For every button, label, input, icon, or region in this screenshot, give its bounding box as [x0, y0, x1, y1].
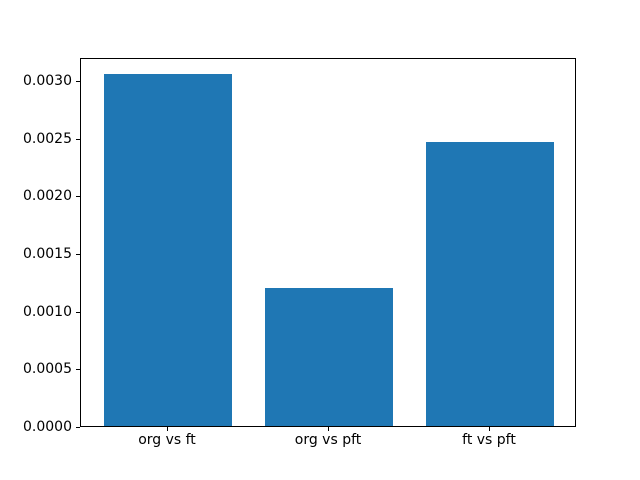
x-tick-label: ft vs pft [462, 432, 516, 448]
y-tick-label: 0.0025 [23, 130, 72, 147]
bar-org-vs-ft [103, 74, 233, 426]
bar-org-vs-pft [264, 287, 394, 426]
y-tick-mark [76, 196, 80, 198]
y-tick-mark [76, 311, 80, 313]
y-tick-label: 0.0020 [23, 188, 72, 205]
y-tick-label: 0.0015 [23, 246, 72, 262]
y-tick-mark [76, 369, 80, 371]
bar-ft-vs-pft [425, 142, 555, 426]
x-tick-mark [328, 427, 329, 431]
y-tick-mark [76, 138, 80, 140]
y-tick-mark [76, 427, 80, 428]
y-tick-label: 0.0010 [23, 303, 72, 320]
y-tick-mark [76, 81, 80, 83]
y-tick-label: 0.0000 [23, 419, 72, 435]
y-tick-label: 0.0005 [23, 361, 72, 378]
x-tick-mark [489, 427, 490, 431]
x-tick-label: org vs pft [294, 432, 362, 448]
plot-area [80, 58, 576, 427]
y-tick-label: 0.0030 [23, 73, 72, 90]
y-tick-mark [76, 254, 80, 255]
x-tick-mark [167, 427, 168, 431]
x-tick-label: org vs ft [138, 432, 196, 448]
